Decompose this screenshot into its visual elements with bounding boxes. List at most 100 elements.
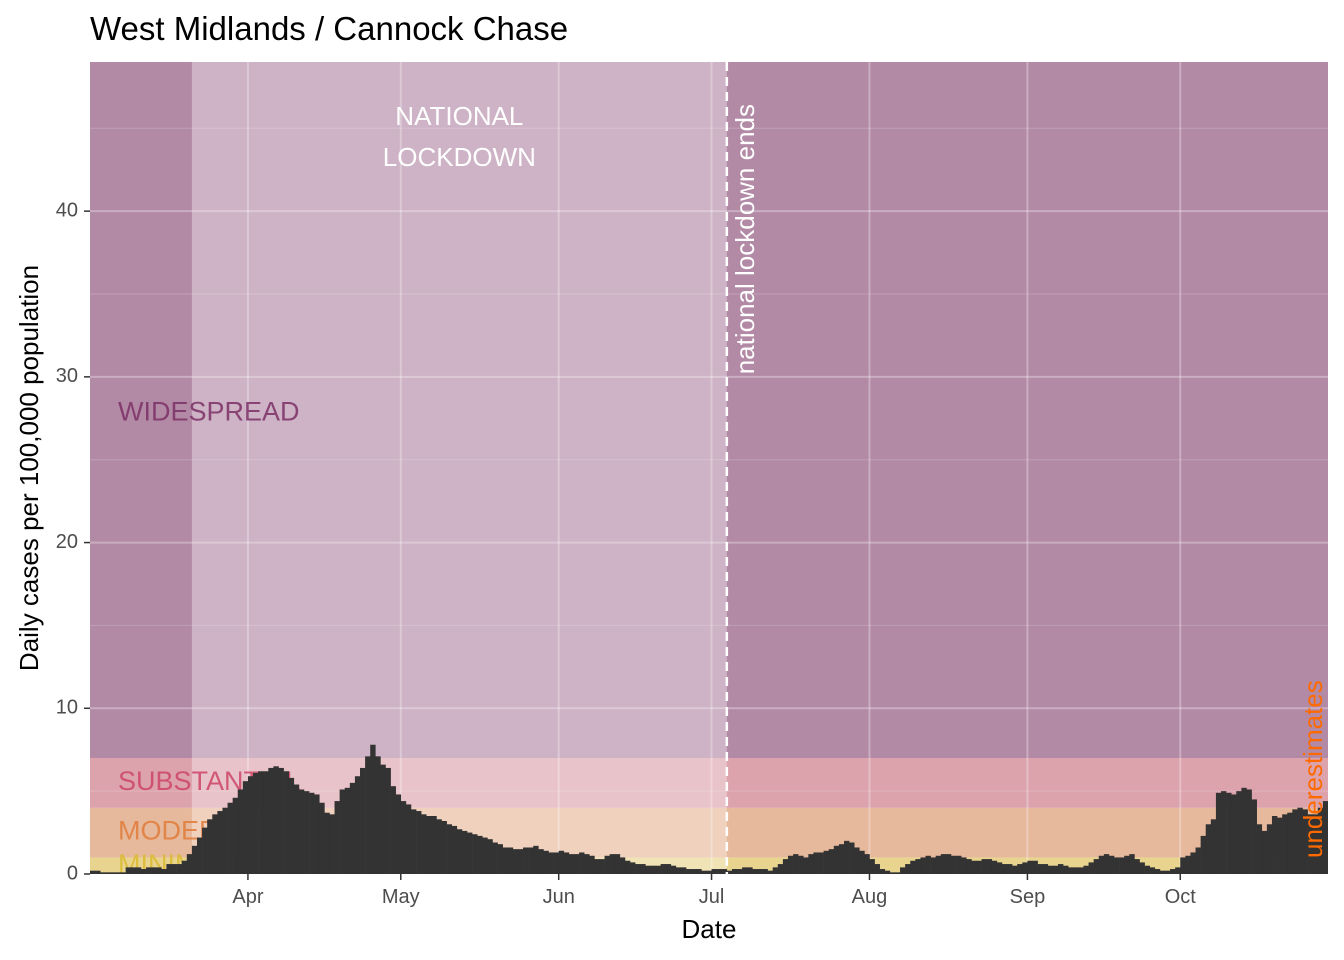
bar <box>436 819 442 874</box>
bar <box>258 771 264 874</box>
bar <box>1333 799 1338 874</box>
y-tick-label: 40 <box>56 199 78 221</box>
bar <box>584 854 590 874</box>
bar <box>1124 855 1130 874</box>
bar <box>538 849 544 874</box>
bar <box>293 784 300 874</box>
bar <box>176 864 183 874</box>
bar <box>166 864 172 874</box>
bar <box>1012 865 1018 874</box>
bar <box>645 865 651 874</box>
bar <box>599 859 605 874</box>
bar <box>1307 814 1314 874</box>
bar <box>1205 824 1212 874</box>
bar <box>619 857 626 874</box>
bar <box>1221 791 1227 874</box>
bar <box>1108 855 1115 874</box>
bar <box>920 857 926 874</box>
bar <box>767 870 773 874</box>
y-tick-label: 0 <box>67 862 78 884</box>
bar <box>711 869 717 874</box>
bar <box>416 811 422 874</box>
bar <box>283 771 289 874</box>
bar <box>966 859 972 874</box>
bar <box>844 840 850 874</box>
bar <box>614 854 621 874</box>
bar <box>512 849 519 874</box>
bar <box>1017 864 1023 874</box>
bar <box>1093 859 1100 874</box>
bar <box>120 872 126 874</box>
bar <box>533 845 539 874</box>
bar <box>1266 824 1273 874</box>
bar <box>1098 855 1105 874</box>
bar <box>202 827 208 874</box>
bar <box>171 864 177 874</box>
bar <box>1190 852 1196 874</box>
bar <box>196 837 203 874</box>
bar <box>696 869 702 874</box>
bar <box>859 850 865 874</box>
bar <box>161 869 167 874</box>
bar <box>354 776 361 874</box>
chart-title: West Midlands / Cannock Chase <box>90 10 568 47</box>
bar <box>1022 862 1028 874</box>
bar <box>1246 789 1252 874</box>
bar <box>609 854 616 874</box>
bar <box>915 859 921 874</box>
y-axis-title: Daily cases per 100,000 population <box>14 265 44 671</box>
bar <box>298 789 305 874</box>
bar <box>1083 865 1089 874</box>
bar <box>747 867 753 874</box>
x-tick-label: May <box>382 886 420 908</box>
bar <box>1149 867 1156 874</box>
bar <box>135 867 142 874</box>
underestimates-label: underestimates <box>1298 680 1328 858</box>
bar <box>339 789 346 874</box>
bar <box>813 852 819 874</box>
bar <box>731 869 738 874</box>
bar <box>232 797 239 874</box>
bar <box>833 845 840 874</box>
bar <box>905 864 911 874</box>
bar <box>925 855 931 874</box>
bar <box>930 857 937 874</box>
bar <box>675 867 682 874</box>
bar <box>604 855 610 874</box>
bar <box>288 777 295 874</box>
bar <box>303 791 310 874</box>
bar <box>1322 801 1328 874</box>
bar <box>217 811 223 874</box>
bar <box>1287 812 1293 874</box>
bar <box>431 816 437 874</box>
bar <box>487 839 493 874</box>
bar <box>1297 807 1303 874</box>
bar <box>1200 835 1207 874</box>
bar <box>1312 814 1319 874</box>
bar <box>1241 787 1247 874</box>
bar <box>1226 792 1232 874</box>
bar <box>146 867 152 874</box>
bar <box>1170 869 1176 874</box>
bar <box>482 837 488 874</box>
bar <box>950 855 957 874</box>
bar <box>380 764 386 874</box>
bar <box>528 847 534 874</box>
bar <box>400 801 407 874</box>
bar <box>798 855 804 874</box>
bar <box>563 852 570 874</box>
bar <box>222 807 228 874</box>
bar <box>365 756 371 874</box>
bar <box>395 794 402 874</box>
bar <box>324 812 330 874</box>
bar <box>1231 794 1237 874</box>
bar <box>227 802 233 874</box>
bar <box>1129 854 1135 874</box>
bar <box>737 869 743 874</box>
x-tick-label: Jul <box>699 886 725 908</box>
bar <box>854 847 860 874</box>
bar <box>869 859 875 874</box>
bar <box>523 847 529 874</box>
bar <box>691 869 697 874</box>
bar <box>706 870 712 874</box>
